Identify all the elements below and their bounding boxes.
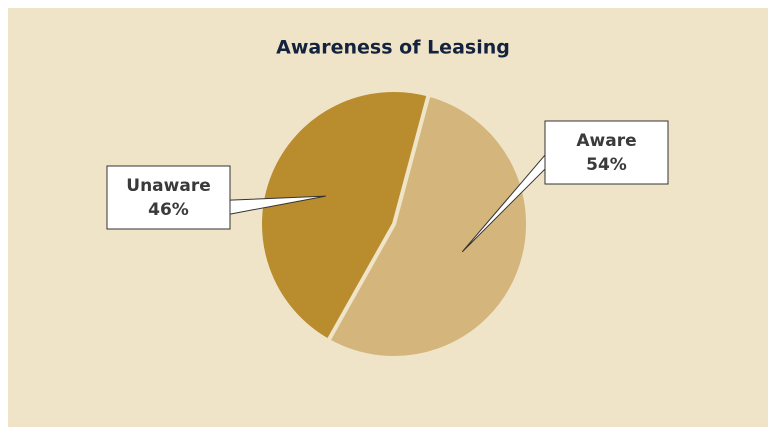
pie-slice [257, 88, 432, 344]
slice-value-label: 54% [586, 155, 627, 175]
pie-slice [325, 92, 530, 360]
slice-value-label: 46% [148, 200, 189, 220]
slice-name: Aware [576, 131, 636, 151]
chart-title: Awareness of Leasing [276, 37, 510, 59]
slice-name: Unaware [126, 176, 210, 196]
callout-box [106, 165, 231, 230]
callout-box [544, 120, 669, 185]
